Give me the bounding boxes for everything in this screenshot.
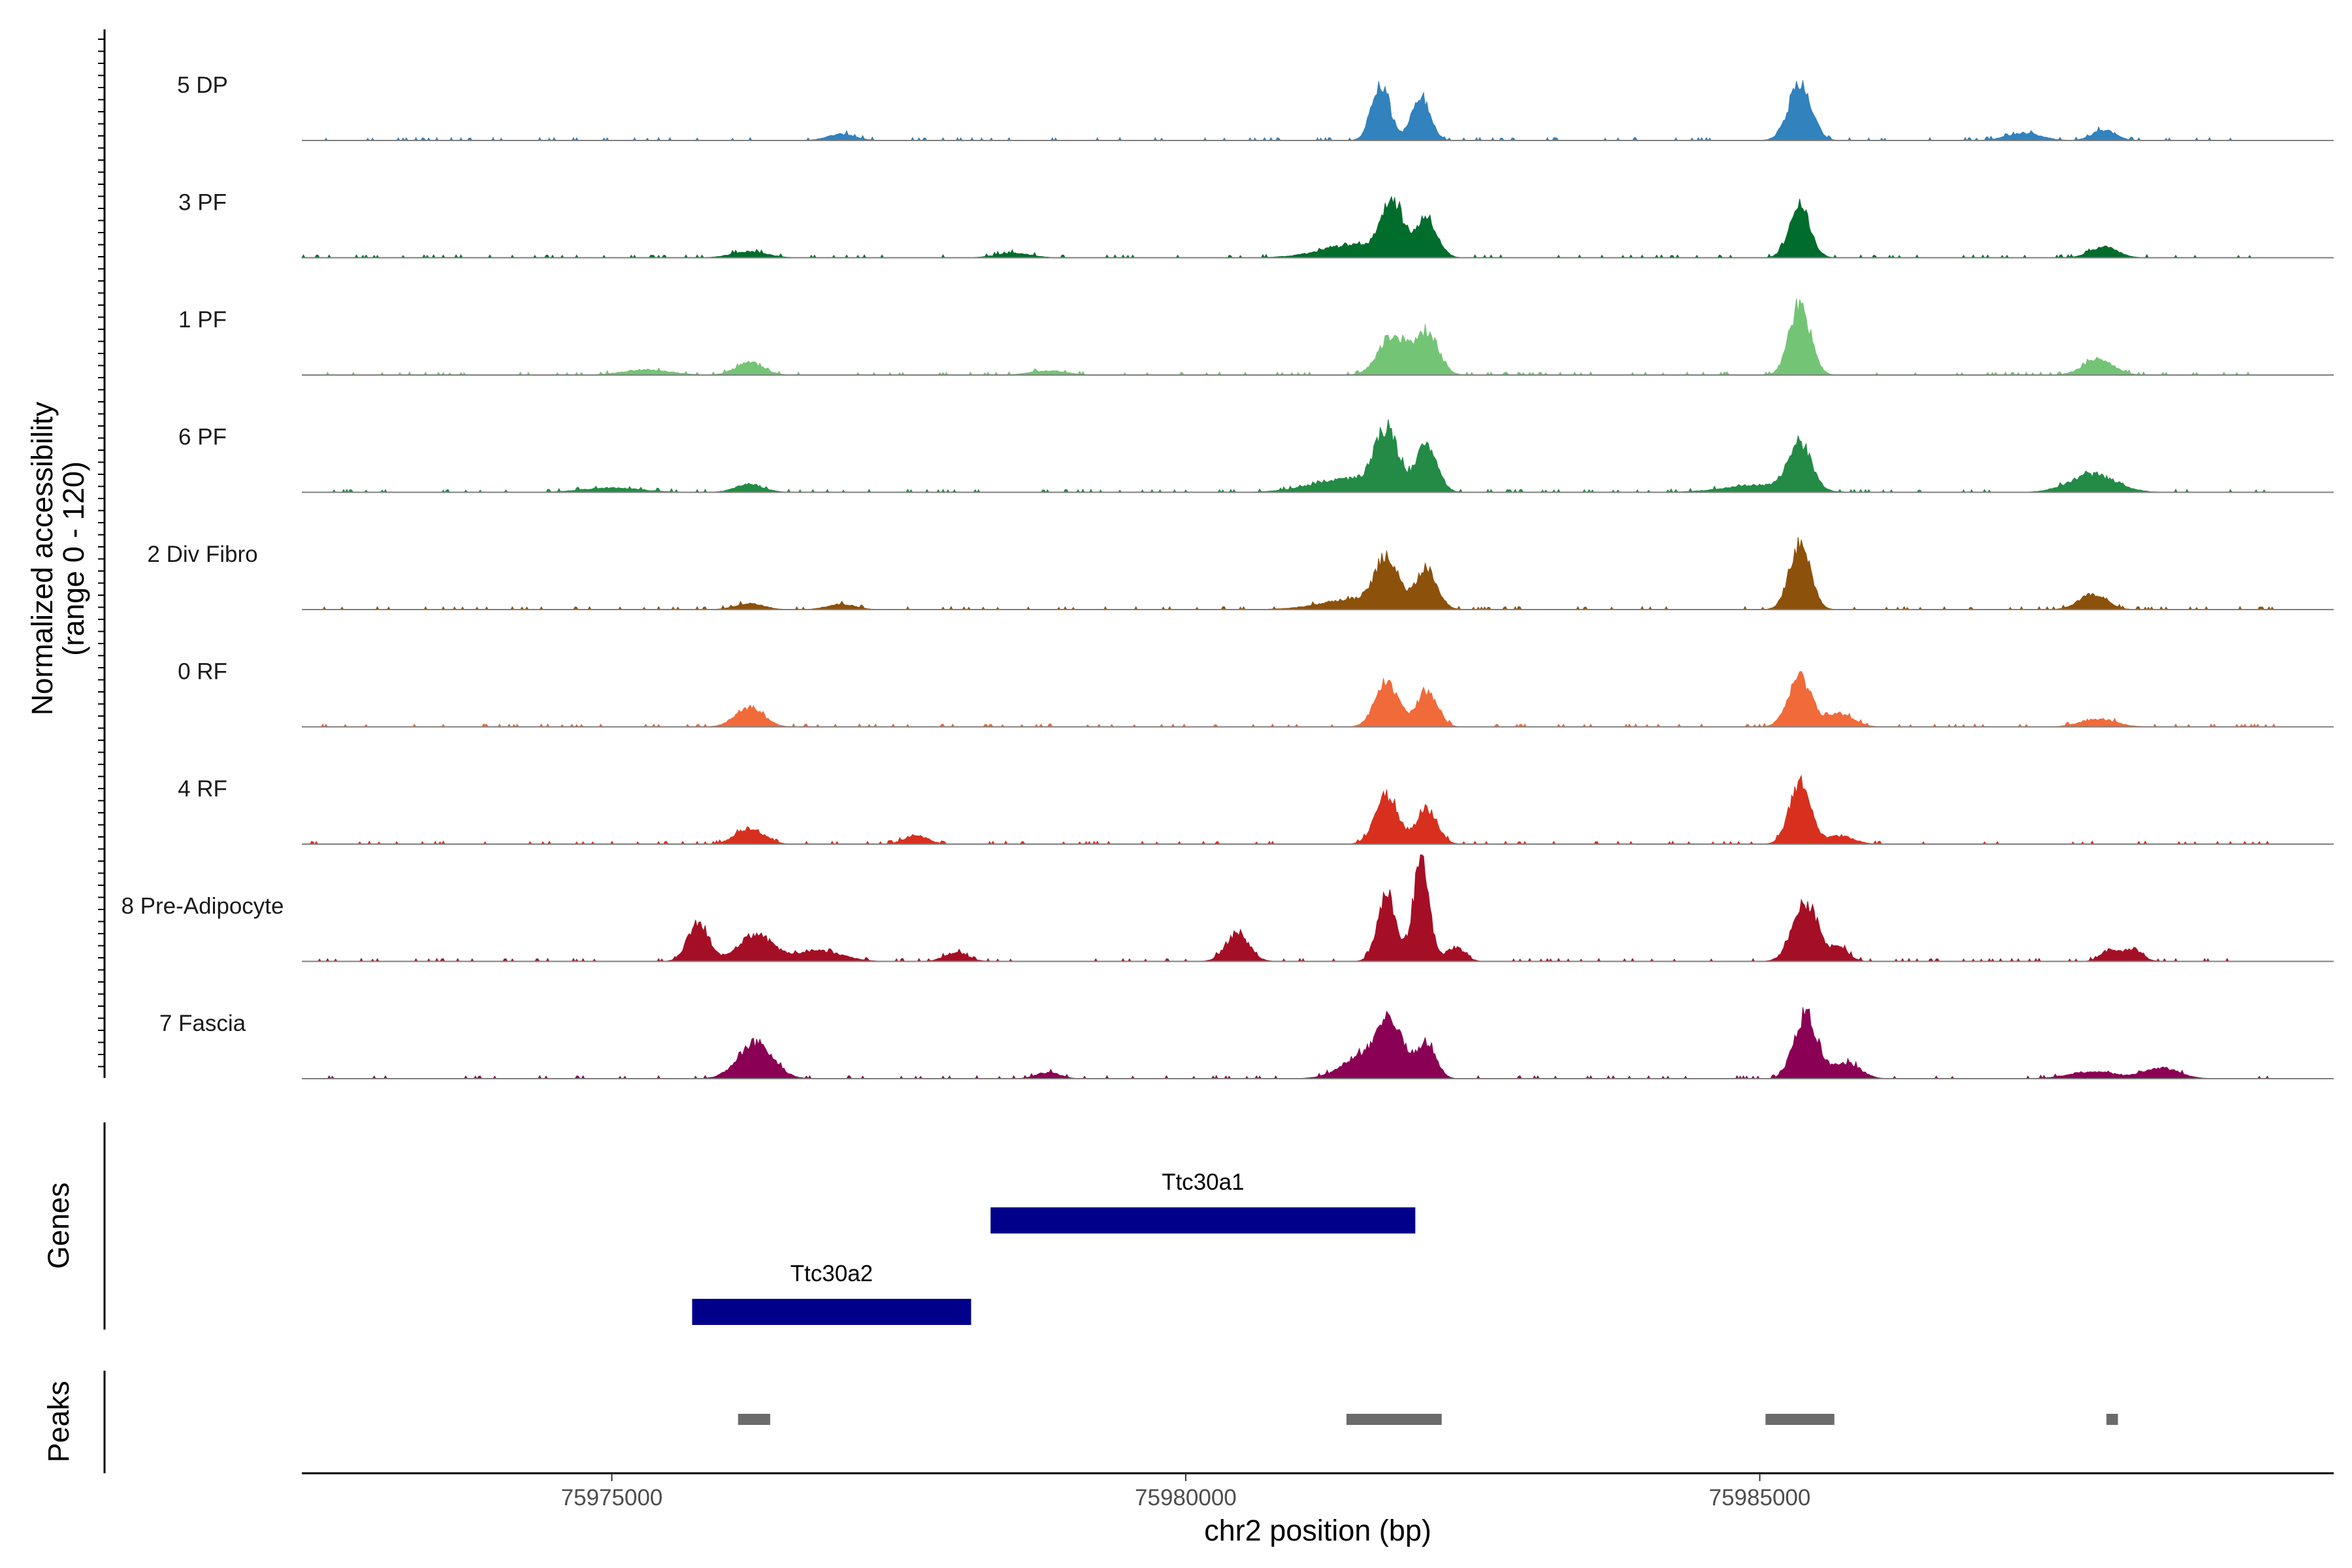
x-axis: 75975000 75980000 75985000 chr2 position (… bbox=[302, 1472, 2334, 1547]
x-tick-label: 75980000 bbox=[1135, 1485, 1237, 1511]
coverage-area bbox=[302, 1007, 2277, 1079]
track-label: 8 Pre-Adipocyte bbox=[121, 894, 284, 919]
coverage-y-label-line1: Normalized accessibility bbox=[25, 401, 59, 715]
genes-panel: Genes Ttc30a1 Ttc30a2 bbox=[42, 1122, 1416, 1330]
track-label: 3 PF bbox=[178, 190, 227, 216]
coverage-y-axis: Normalized accessibility (range 0 - 120) bbox=[25, 29, 106, 1078]
coverage-y-ticks bbox=[98, 39, 105, 1068]
track-6-pf: 6 PF bbox=[178, 419, 2334, 493]
peaks-panel-label: Peaks bbox=[42, 1380, 75, 1462]
track-8-pre-adipocyte: 8 Pre-Adipocyte bbox=[121, 855, 2334, 962]
track-label: 5 DP bbox=[177, 73, 228, 98]
gene-label: Ttc30a1 bbox=[1162, 1169, 1244, 1195]
coverage-area bbox=[302, 419, 2277, 493]
track-3-pf: 3 PF bbox=[178, 190, 2334, 259]
coverage-area bbox=[302, 537, 2277, 611]
coverage-area bbox=[302, 855, 2277, 962]
coverage-tracks: 5 DP 3 PF 1 PF 6 PF 2 Div Fibro 0 RF 4 RF 8 Pre… bbox=[121, 73, 2334, 1079]
peak-region bbox=[1346, 1414, 1442, 1425]
gene-marks: Ttc30a1 Ttc30a2 bbox=[692, 1169, 1416, 1325]
coverage-area bbox=[302, 774, 2277, 845]
track-4-rf: 4 RF bbox=[178, 774, 2334, 845]
peaks-panel: Peaks bbox=[42, 1371, 2118, 1473]
gene-label: Ttc30a2 bbox=[791, 1261, 873, 1286]
track-2-div-fibro: 2 Div Fibro bbox=[147, 537, 2334, 611]
coverage-y-label-line2: (range 0 - 120) bbox=[57, 461, 90, 656]
gene-bar bbox=[990, 1207, 1416, 1233]
track-label: 4 RF bbox=[178, 776, 227, 802]
peak-region bbox=[1765, 1414, 1835, 1425]
track-1-pf: 1 PF bbox=[178, 298, 2334, 376]
track-label: 2 Div Fibro bbox=[147, 542, 257, 567]
x-tick-label: 75975000 bbox=[561, 1485, 663, 1511]
peak-marks bbox=[738, 1414, 2118, 1425]
coverage-area bbox=[301, 195, 2277, 259]
track-label: 6 PF bbox=[178, 425, 227, 450]
track-label: 0 RF bbox=[178, 659, 227, 685]
x-tick-label: 75985000 bbox=[1709, 1485, 1811, 1511]
gene-bar bbox=[692, 1299, 972, 1325]
track-0-rf: 0 RF bbox=[178, 659, 2334, 728]
coverage-area bbox=[302, 80, 2277, 142]
genes-panel-label: Genes bbox=[42, 1183, 75, 1269]
x-ticks: 75975000 75980000 75985000 bbox=[561, 1473, 1811, 1511]
track-label: 1 PF bbox=[178, 307, 227, 333]
track-7-fascia: 7 Fascia bbox=[159, 1007, 2334, 1079]
track-5-dp: 5 DP bbox=[177, 73, 2334, 142]
peak-region bbox=[738, 1414, 770, 1425]
coverage-area bbox=[302, 671, 2277, 728]
peak-region bbox=[2106, 1414, 2118, 1425]
x-axis-title: chr2 position (bp) bbox=[1204, 1514, 1431, 1547]
track-label: 7 Fascia bbox=[159, 1011, 246, 1036]
coverage-area bbox=[302, 298, 2277, 376]
